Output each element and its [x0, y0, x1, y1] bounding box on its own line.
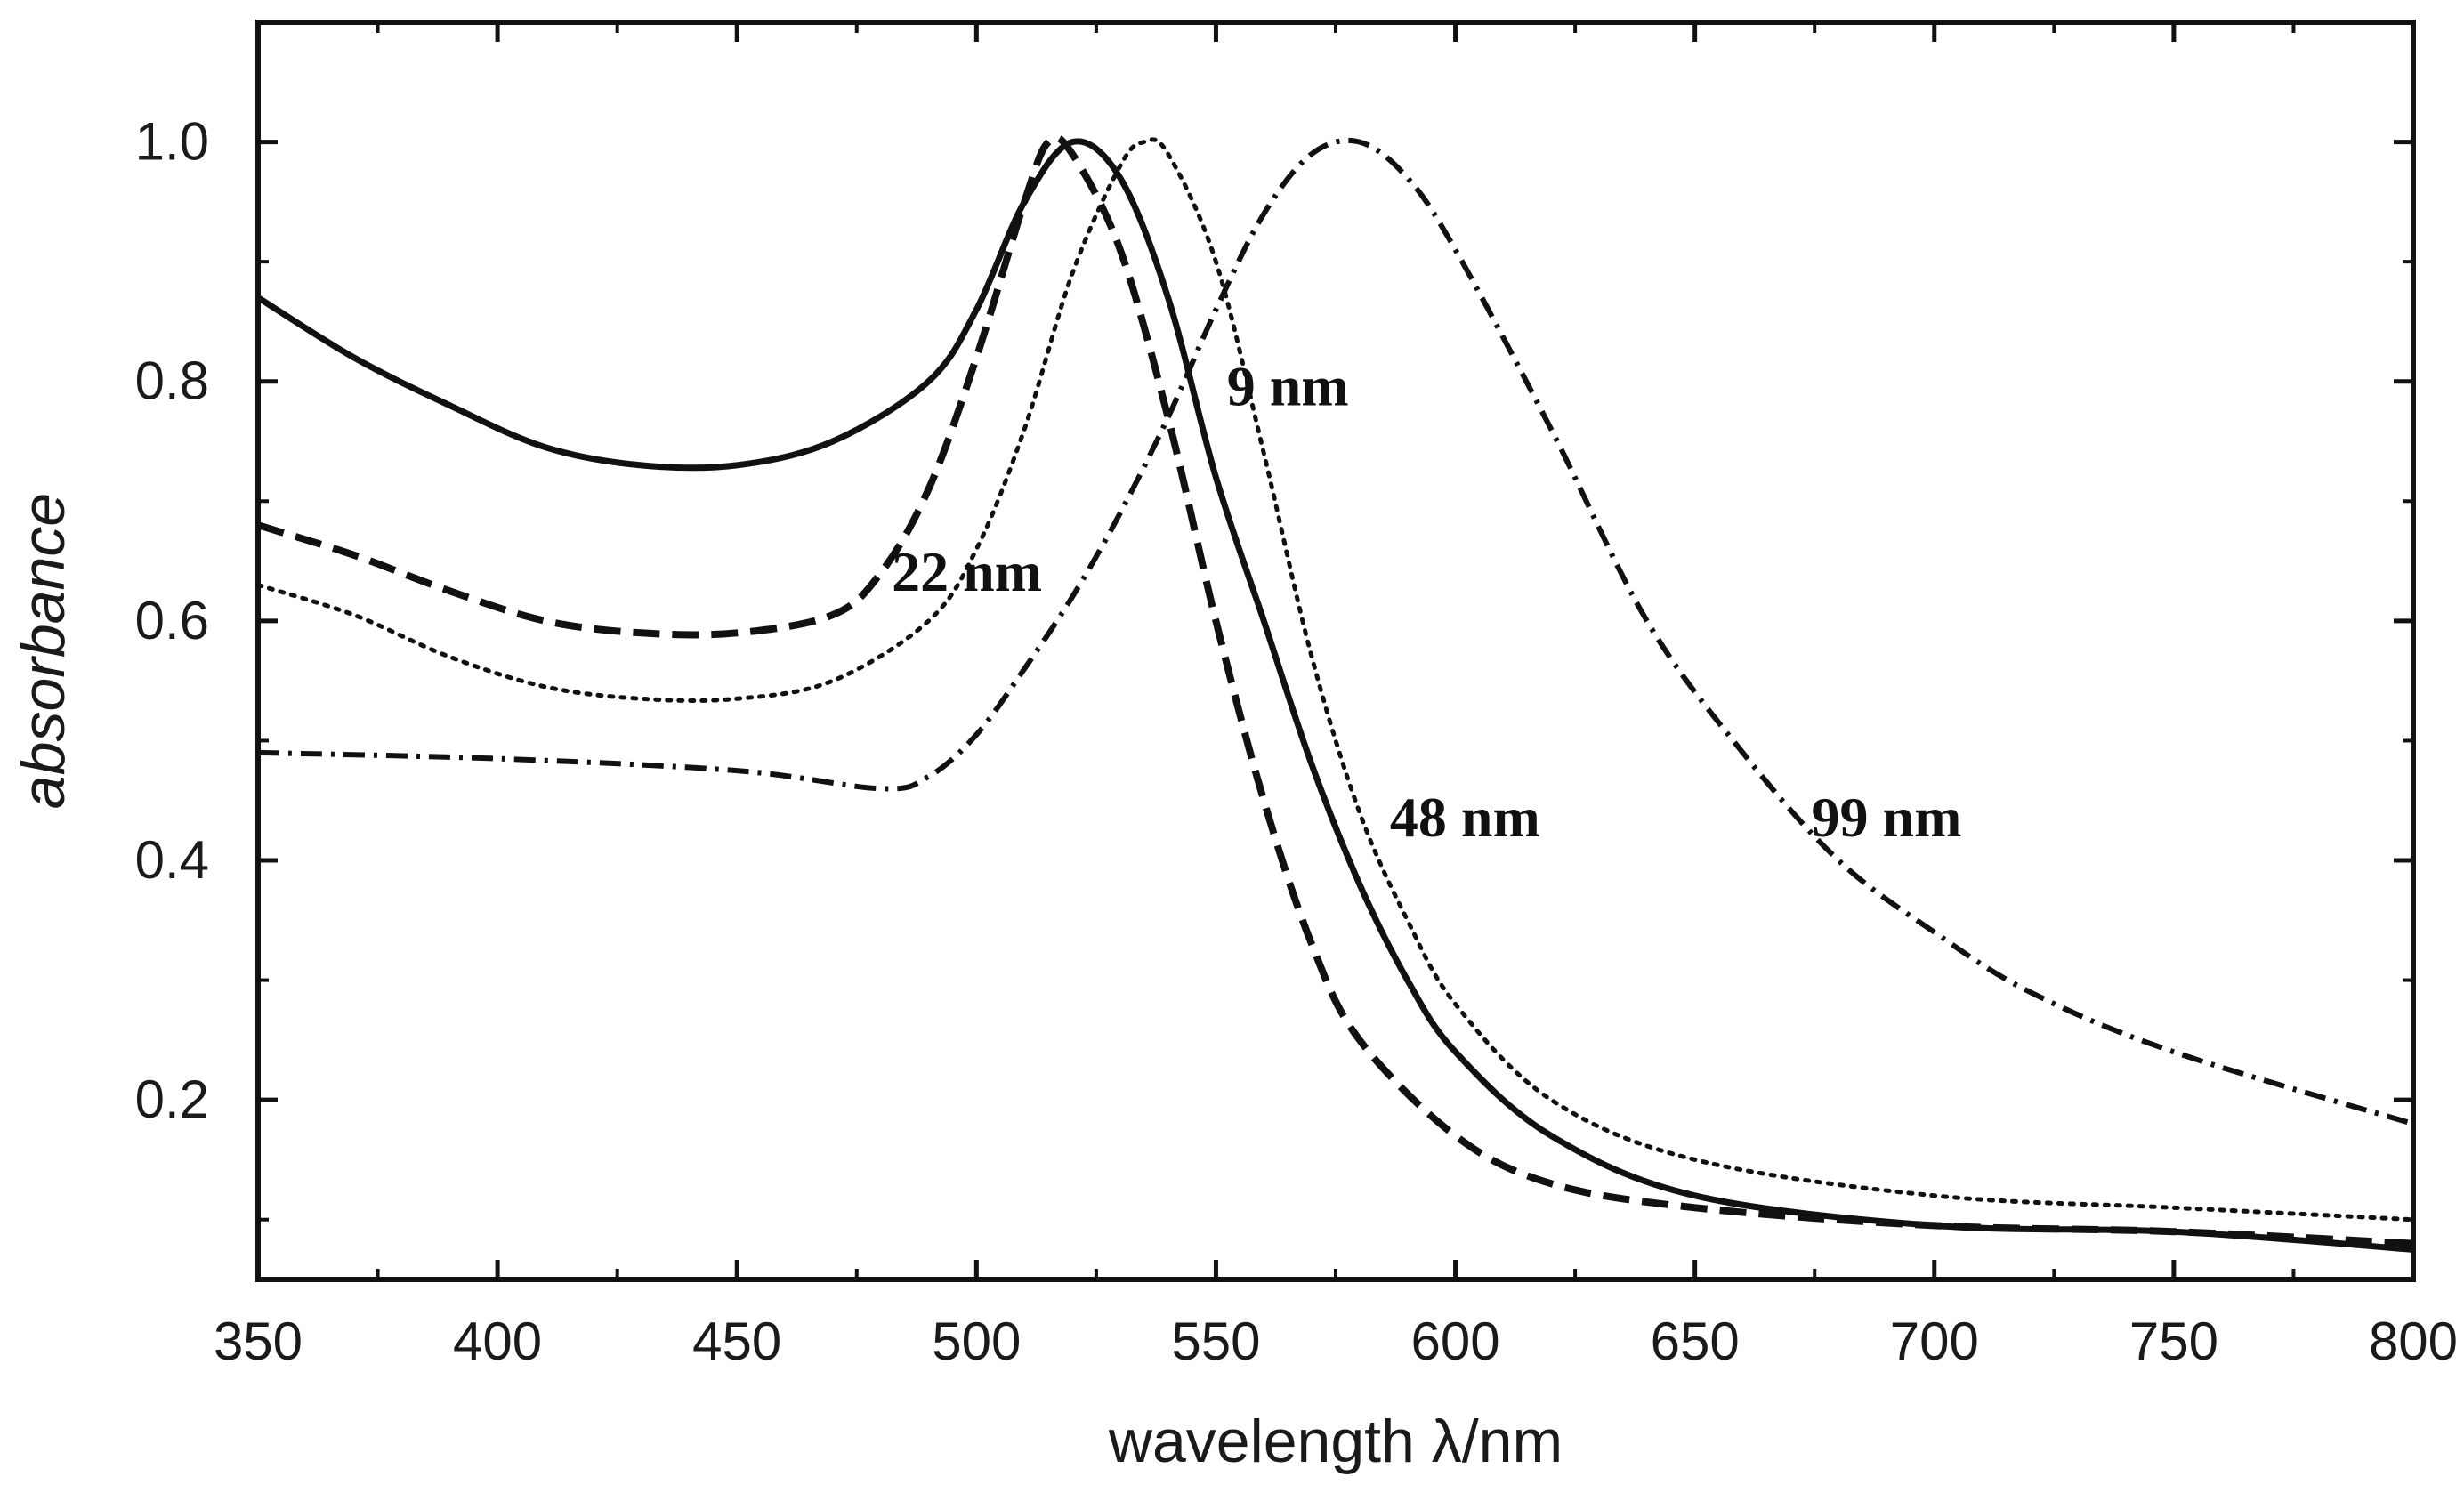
y-tick-label: 1.0 — [135, 112, 209, 172]
y-axis-title: absorbance — [10, 493, 77, 809]
series-line-22-nm — [256, 133, 2414, 1247]
x-tick-label: 450 — [692, 1311, 781, 1371]
series-layer — [255, 133, 2416, 1253]
y-tick-labels: 0.2 0.4 0.6 0.8 1.0 — [135, 112, 209, 1130]
x-tick-label: 350 — [214, 1311, 303, 1371]
x-tick-label: 700 — [1890, 1311, 1979, 1371]
x-tick-label: 400 — [453, 1311, 542, 1371]
annotation-99-nm: 99 nm — [1812, 786, 1962, 849]
x-tick-label: 600 — [1411, 1311, 1500, 1371]
x-tick-label: 800 — [2369, 1311, 2458, 1371]
y-tick-label: 0.4 — [135, 830, 209, 890]
annotation-48-nm: 48 nm — [1390, 786, 1540, 849]
x-tick-label: 550 — [1171, 1311, 1260, 1371]
x-tick-labels: 350 400 450 500 550 600 650 700 750 800 — [214, 1311, 2458, 1371]
y-tick-label: 0.8 — [135, 351, 209, 411]
tick-layer — [255, 22, 2416, 1279]
y-tick-label: 0.2 — [135, 1069, 209, 1129]
series-line-48-nm — [255, 137, 2416, 1223]
x-tick-label: 500 — [932, 1311, 1021, 1371]
x-axis-title: wavelength λ/nm — [1108, 1408, 1563, 1475]
series-line-99-nm — [257, 137, 2414, 1126]
annotation-22-nm: 22 nm — [892, 540, 1042, 603]
x-tick-label: 750 — [2129, 1311, 2218, 1371]
y-tick-label: 0.6 — [135, 591, 209, 650]
annotation-9-nm: 9 nm — [1227, 355, 1349, 418]
annotations: 9 nm 22 nm 48 nm 99 nm — [892, 355, 1961, 849]
series-line-9-nm — [256, 138, 2414, 1253]
x-tick-label: 650 — [1651, 1311, 1740, 1371]
